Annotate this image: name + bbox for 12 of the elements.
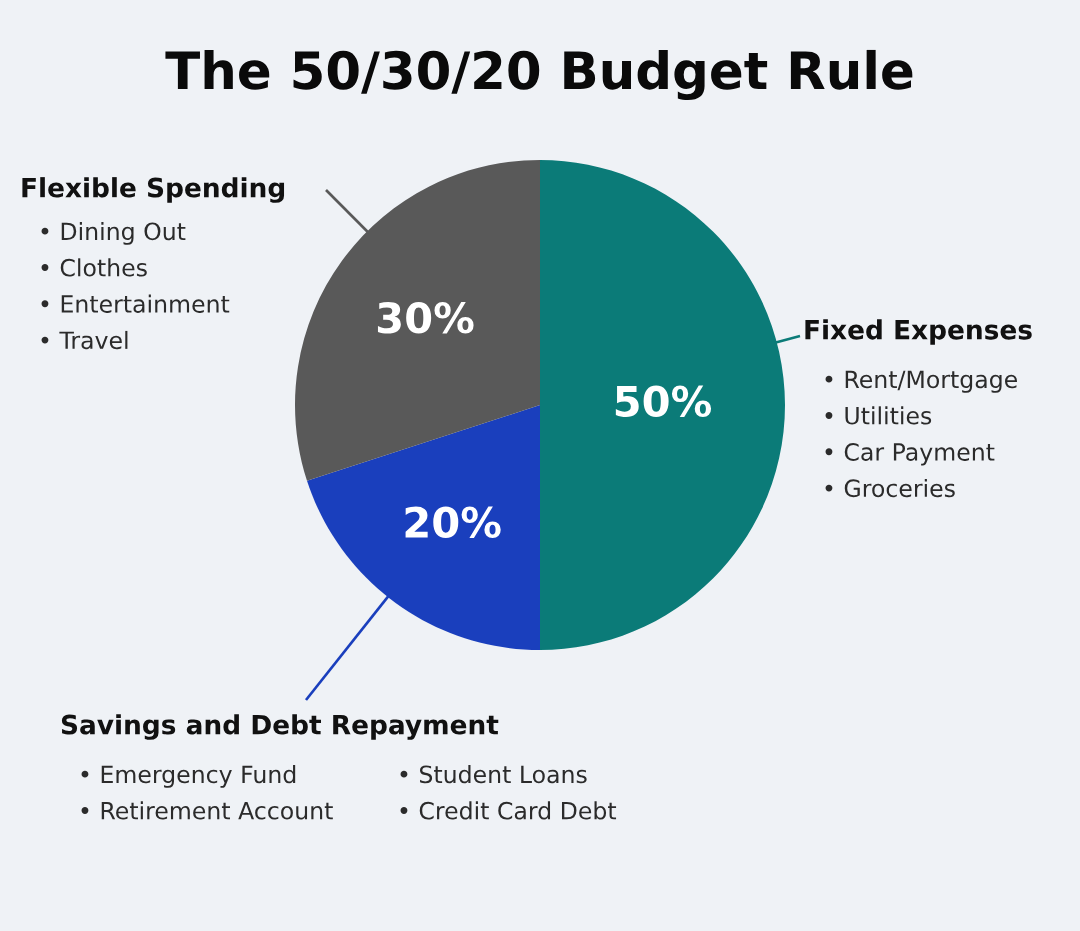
chart-title: The 50/30/20 Budget Rule: [165, 49, 913, 101]
data-label: 20%: [405, 506, 501, 538]
pie-slice: [295, 160, 540, 481]
data-label: 50%: [615, 385, 712, 418]
text: • Rent/Mortgage • Utilities • Car Payment • Groceries: [825, 370, 1017, 498]
text: • Emergency Fund • Retirement Account: [81, 765, 333, 820]
text: • Dining Out • Clothes • Entertainment • Travel: [41, 222, 230, 350]
slice-label: Savings and Debt Repayment: [61, 714, 499, 740]
text: • Student Loans • Credit Card Debt: [400, 765, 617, 820]
slice-label: Fixed Expenses: [805, 319, 1032, 345]
slice-label: Flexible Spending: [22, 177, 285, 203]
data-label: 30%: [377, 302, 474, 334]
